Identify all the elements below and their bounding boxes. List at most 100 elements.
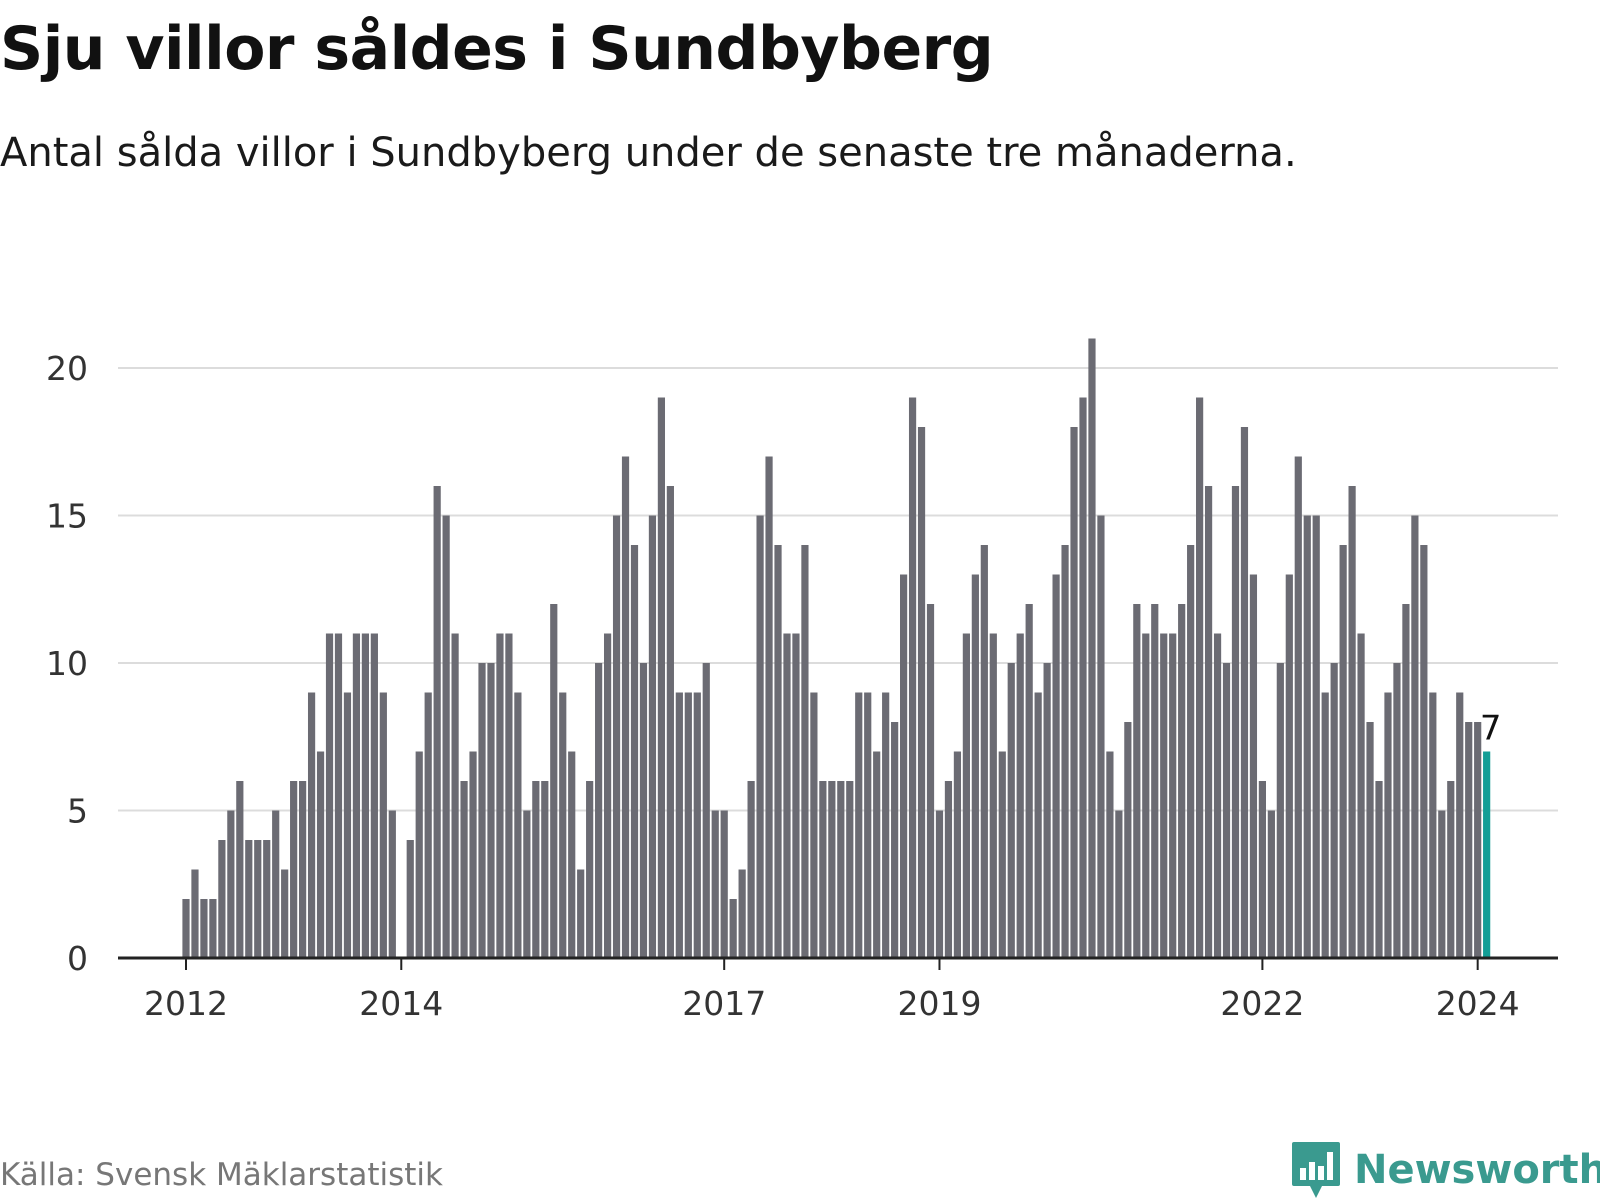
bar bbox=[891, 722, 899, 958]
bar bbox=[774, 545, 782, 958]
bar bbox=[1312, 515, 1320, 958]
bar bbox=[487, 663, 495, 958]
bar bbox=[603, 633, 612, 958]
bar bbox=[568, 751, 576, 958]
x-tick-label: 2014 bbox=[359, 984, 443, 1023]
bar bbox=[460, 781, 468, 958]
bar bbox=[1366, 722, 1374, 958]
bar bbox=[864, 692, 872, 958]
bar bbox=[263, 840, 271, 958]
bar bbox=[962, 633, 970, 958]
bar bbox=[1438, 810, 1446, 958]
bar bbox=[926, 604, 935, 958]
bar bbox=[756, 515, 764, 958]
source-note: Källa: Svensk Mäklarstatistik bbox=[0, 1157, 443, 1193]
bar bbox=[1321, 692, 1329, 958]
bar bbox=[209, 899, 217, 958]
bar bbox=[819, 781, 827, 958]
bar bbox=[245, 840, 253, 958]
bar bbox=[828, 781, 836, 958]
bar bbox=[379, 692, 387, 958]
bar bbox=[1169, 633, 1177, 958]
bar bbox=[1339, 545, 1347, 958]
bar bbox=[639, 663, 648, 958]
bar bbox=[1106, 751, 1114, 958]
highlight-value-label: 7 bbox=[1480, 709, 1502, 749]
bar bbox=[272, 810, 280, 958]
bar bbox=[908, 397, 917, 958]
bar bbox=[630, 545, 639, 958]
bar bbox=[236, 781, 244, 958]
bar bbox=[478, 663, 486, 958]
bar bbox=[1007, 663, 1015, 958]
y-tick-label: 0 bbox=[67, 939, 88, 978]
bar bbox=[1097, 515, 1105, 958]
bar bbox=[1204, 486, 1213, 958]
chart-subtitle: Antal sålda villor i Sundbyberg under de… bbox=[0, 130, 1297, 176]
y-tick-label: 10 bbox=[46, 644, 88, 683]
bar bbox=[469, 751, 477, 958]
bar bbox=[1124, 722, 1132, 958]
bar bbox=[182, 899, 190, 958]
bar bbox=[1187, 545, 1195, 958]
bar bbox=[801, 545, 809, 958]
bar bbox=[451, 633, 459, 958]
bar bbox=[729, 899, 737, 958]
bar bbox=[1294, 456, 1302, 958]
bar bbox=[1016, 633, 1024, 958]
bar bbox=[1070, 427, 1078, 958]
bar bbox=[1178, 604, 1186, 958]
bar bbox=[1429, 692, 1437, 958]
bar bbox=[953, 751, 962, 958]
brand-logo: Newsworthy bbox=[1290, 1140, 1600, 1200]
bar bbox=[227, 810, 235, 958]
bar bbox=[1357, 633, 1365, 958]
bar bbox=[720, 810, 728, 958]
bar bbox=[792, 633, 800, 958]
bar bbox=[882, 692, 890, 958]
bar bbox=[657, 397, 666, 958]
bar bbox=[1160, 633, 1168, 958]
bar bbox=[191, 869, 199, 958]
bar bbox=[281, 869, 289, 958]
highlight-value-halo: 7 bbox=[1480, 709, 1502, 749]
bar bbox=[1393, 663, 1401, 958]
bar bbox=[1133, 604, 1141, 958]
bar bbox=[532, 781, 540, 958]
x-tick-label: 2019 bbox=[897, 984, 981, 1023]
bar bbox=[783, 633, 791, 958]
bar bbox=[675, 692, 683, 958]
bar bbox=[648, 515, 657, 958]
bar bbox=[559, 692, 567, 958]
bar bbox=[290, 781, 298, 958]
bar bbox=[595, 663, 603, 958]
bar bbox=[1258, 781, 1266, 958]
x-tick-label: 2022 bbox=[1220, 984, 1304, 1023]
bar bbox=[1447, 781, 1455, 958]
y-tick-label: 5 bbox=[67, 792, 88, 831]
x-tick-label: 2012 bbox=[144, 984, 228, 1023]
bar bbox=[1231, 486, 1240, 958]
bar bbox=[514, 692, 522, 958]
axes bbox=[118, 956, 1558, 970]
bar bbox=[1115, 810, 1123, 958]
bar bbox=[855, 692, 863, 958]
bar bbox=[1151, 604, 1159, 958]
bar bbox=[693, 692, 701, 958]
bar bbox=[1079, 397, 1087, 958]
bar bbox=[424, 692, 432, 958]
bar bbox=[1348, 486, 1356, 958]
bar bbox=[1420, 545, 1428, 958]
bar bbox=[1402, 604, 1410, 958]
bar bbox=[1285, 574, 1293, 958]
bar bbox=[316, 751, 325, 958]
bar bbox=[1474, 722, 1482, 958]
bar bbox=[406, 840, 414, 958]
bar bbox=[738, 869, 746, 958]
y-tick-label: 20 bbox=[46, 349, 88, 388]
bar bbox=[702, 663, 710, 958]
bar bbox=[1052, 574, 1060, 958]
x-tick-label: 2024 bbox=[1436, 984, 1520, 1023]
